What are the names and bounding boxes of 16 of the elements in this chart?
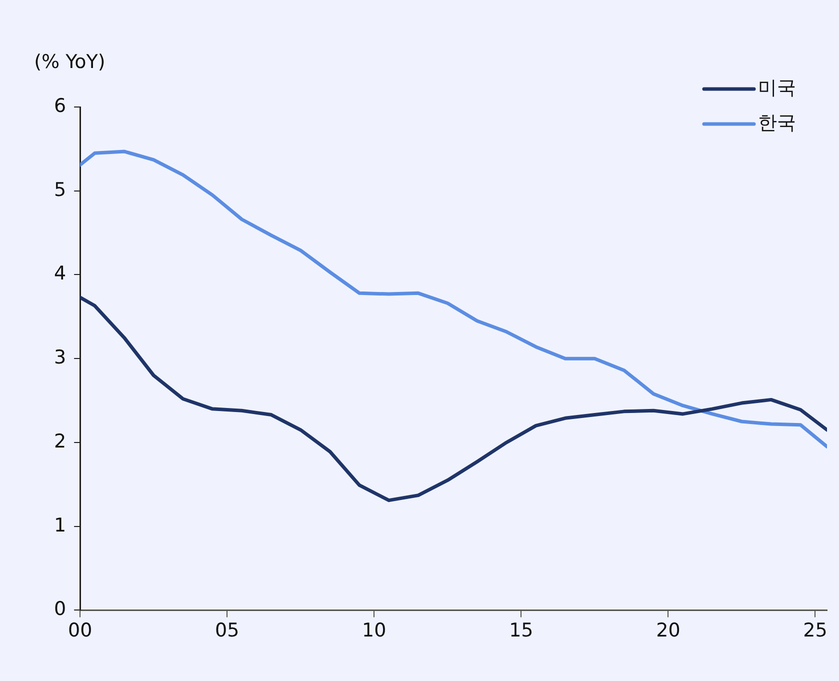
- x-tick-label: 05: [215, 620, 240, 642]
- y-tick-label: 2: [54, 430, 66, 452]
- legend-label: 한국: [758, 112, 796, 134]
- y-tick-label: 6: [54, 94, 66, 117]
- y-tick-label: 0: [54, 598, 66, 620]
- y-tick-label: 5: [54, 178, 66, 201]
- x-tick-label: 00: [68, 620, 92, 642]
- y-axis-title: (% YoY): [34, 50, 106, 73]
- y-tick-label: 4: [54, 262, 66, 285]
- x-tick-label: 20: [656, 620, 680, 642]
- y-tick-label: 1: [54, 514, 66, 536]
- x-tick-label: 15: [509, 620, 534, 642]
- x-tick-label: 25: [803, 620, 828, 642]
- legend-label: 미국: [758, 76, 796, 99]
- x-tick-label: 10: [362, 620, 386, 642]
- y-tick-label: 3: [54, 346, 66, 369]
